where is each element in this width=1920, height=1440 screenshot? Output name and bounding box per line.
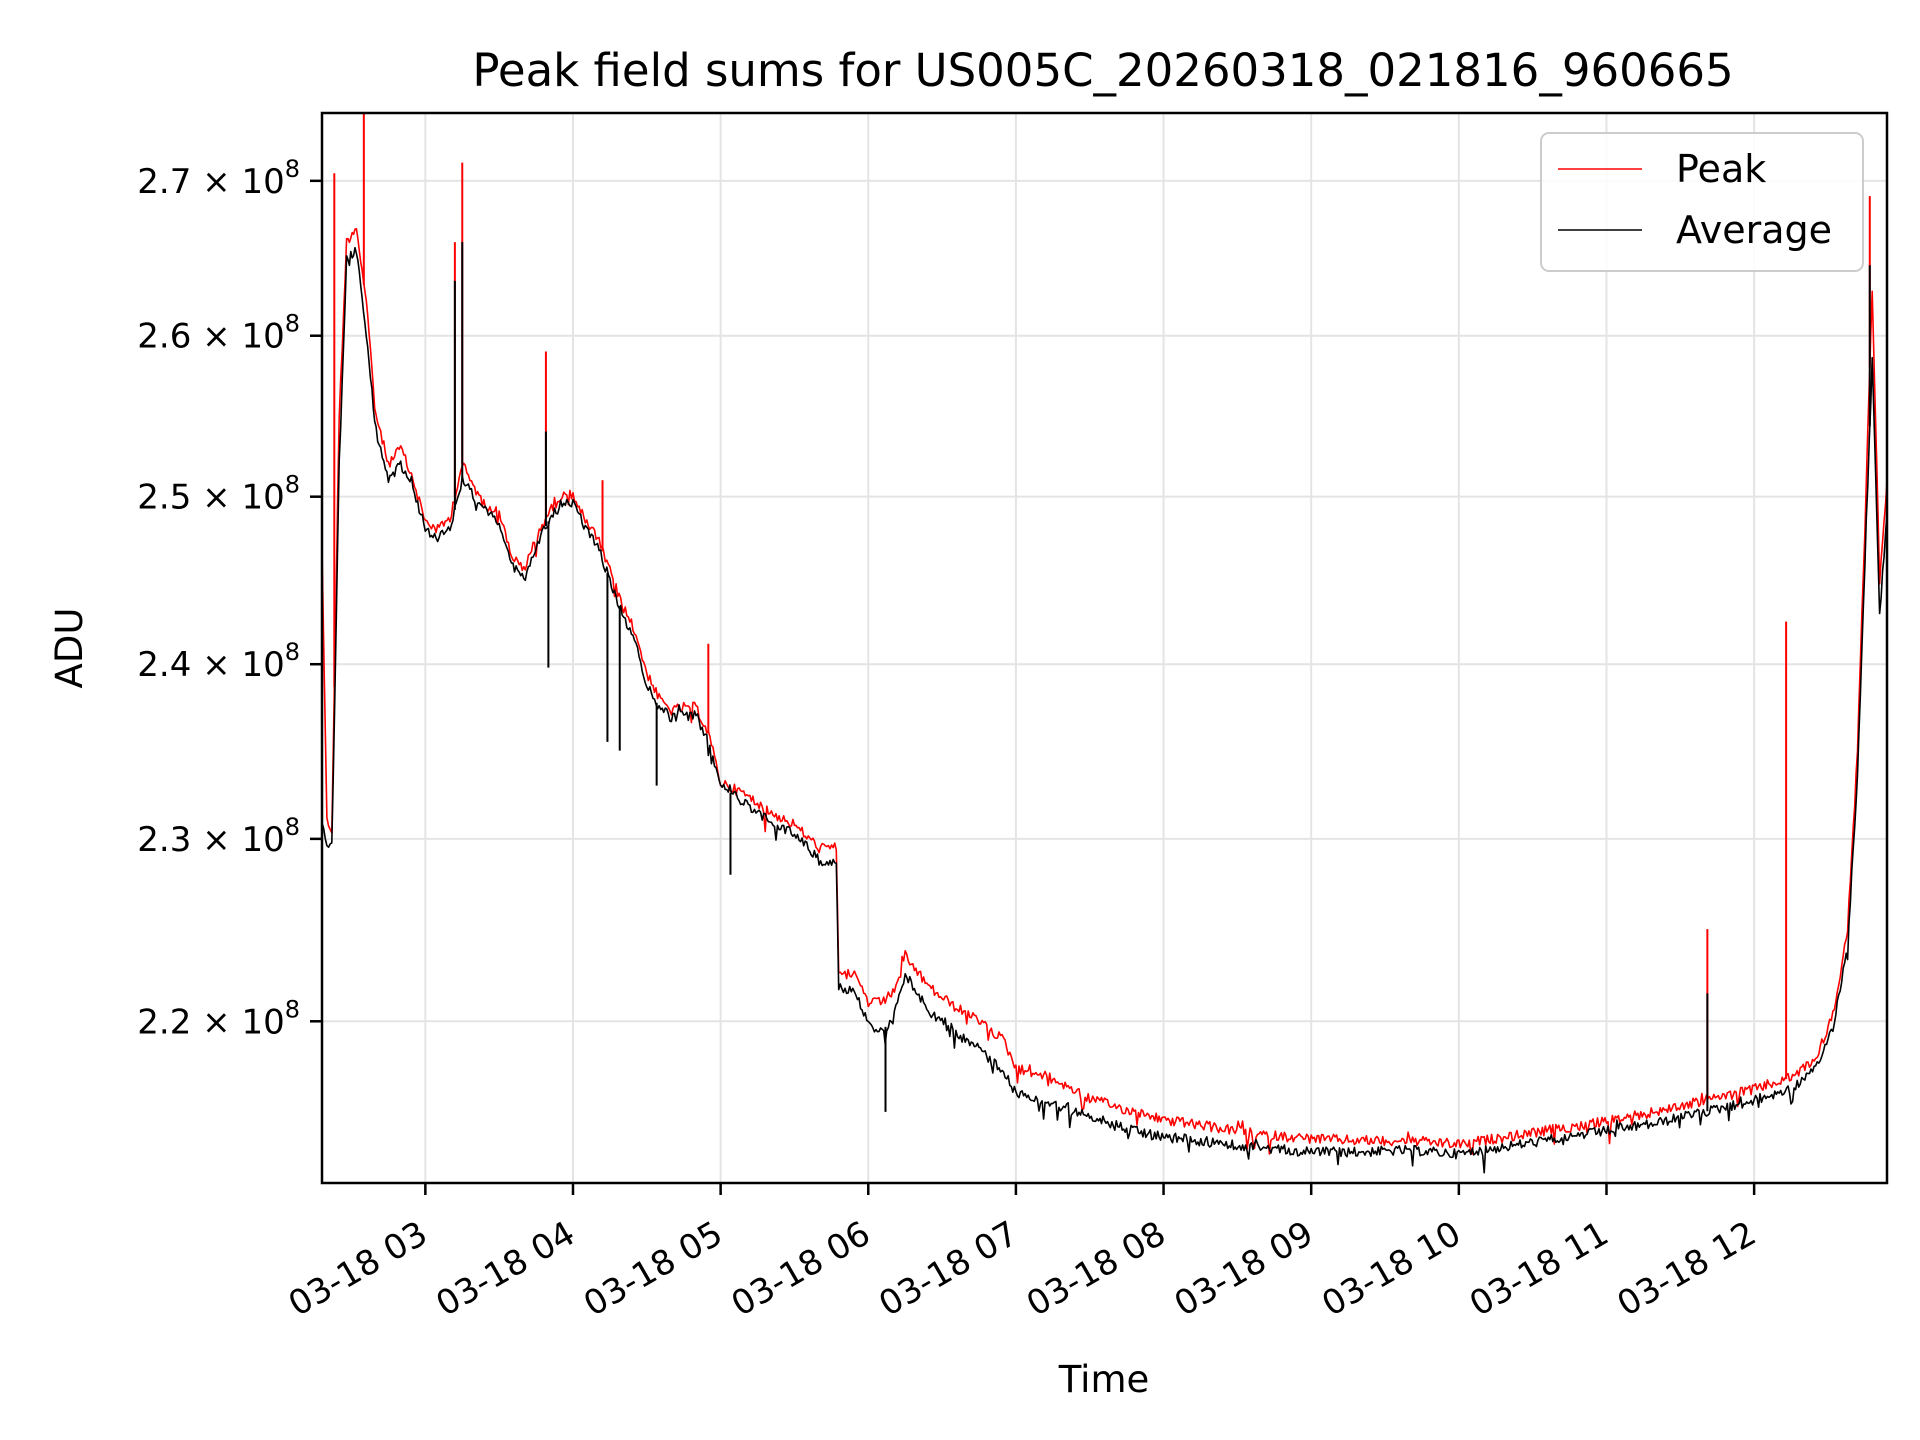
y-tick-times: × [191,645,241,685]
y-axis-label: ADU [48,608,91,689]
y-tick-times: × [191,162,241,202]
y-tick-exponent: 8 [285,995,300,1023]
y-tick-base: 10 [241,645,284,685]
grid [322,113,1887,1183]
y-tick-times: × [191,820,241,860]
legend-box [1540,132,1864,272]
y-tick-exponent: 8 [285,310,300,338]
y-tick-label: 2.6 × 108 [137,310,300,357]
legend: Peak Average [1540,132,1864,272]
plot-frame [320,111,1889,1185]
y-tick-base: 10 [241,820,284,860]
y-tick-base: 10 [241,162,284,202]
y-tick-mantissa: 2.2 [137,1002,191,1042]
plot-series [322,113,1887,1174]
y-tick-mantissa: 2.3 [137,820,191,860]
y-tick-label: 2.7 × 108 [137,155,300,202]
x-axis-label: Time [1058,1358,1150,1401]
y-tick-times: × [191,317,241,357]
y-tick-base: 10 [241,1002,284,1042]
y-tick-mantissa: 2.7 [137,162,191,202]
y-tick-mantissa: 2.5 [137,478,191,518]
y-tick-base: 10 [241,478,284,518]
y-tick-label: 2.4 × 108 [137,638,300,685]
y-tick-times: × [191,1002,241,1042]
y-tick-exponent: 8 [285,155,300,183]
y-tick-base: 10 [241,317,284,357]
legend-label-peak: Peak [1676,147,1766,191]
y-tick-label: 2.3 × 108 [137,813,300,860]
y-tick-exponent: 8 [285,813,300,841]
y-tick-mantissa: 2.6 [137,317,191,357]
y-tick-exponent: 8 [285,471,300,499]
series-average [322,242,1887,1174]
y-tick-label: 2.5 × 108 [137,471,300,518]
chart-title: Peak field sums for US005C_20260318_0218… [472,44,1733,97]
legend-label-average: Average [1676,208,1832,252]
y-tick-label: 2.2 × 108 [137,995,300,1042]
y-tick-times: × [191,478,241,518]
series-line-average [322,246,1887,1174]
y-tick-exponent: 8 [285,638,300,666]
y-tick-mantissa: 2.4 [137,645,191,685]
series-line-peak [322,227,1887,1155]
